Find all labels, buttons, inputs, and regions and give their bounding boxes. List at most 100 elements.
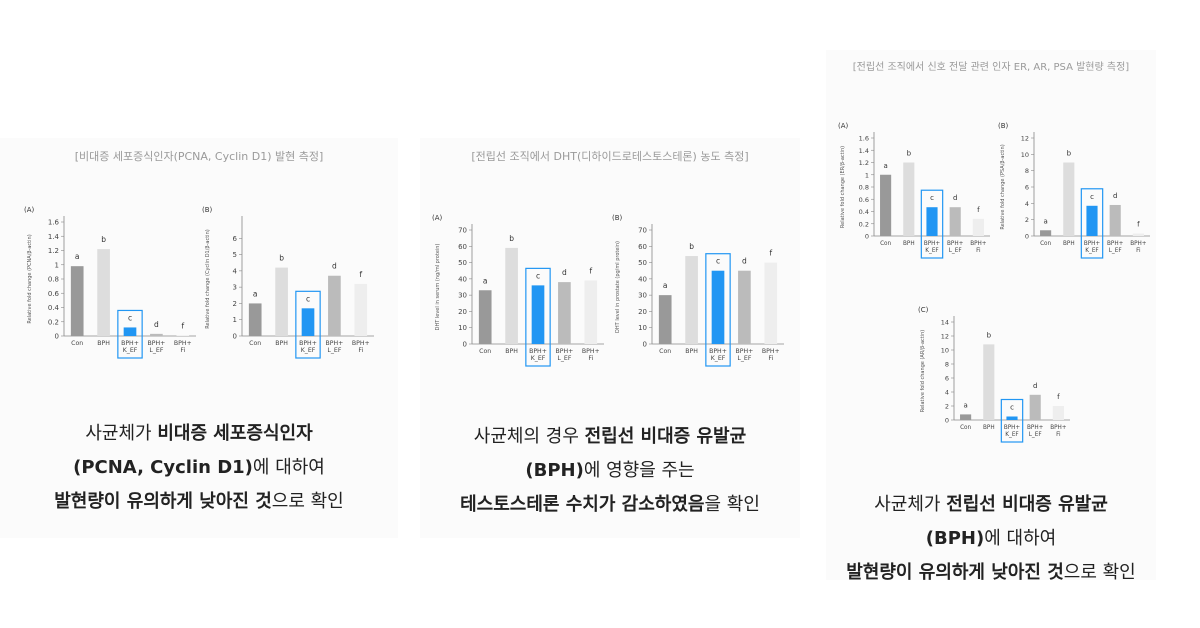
x-category-label: Con xyxy=(659,348,671,355)
y-tick-label: 0 xyxy=(1025,233,1029,241)
x-category-label: BPH xyxy=(505,348,518,355)
significance-letter: f xyxy=(769,249,772,258)
x-category-label: Con xyxy=(71,340,83,347)
caption-text: 으로 확인 xyxy=(271,491,344,512)
caption-line: (BPH)에 영향을 주는 xyxy=(420,454,800,488)
chart-cyclin-d1: (B) Relative fold change (Cyclin D1/β-act… xyxy=(202,206,374,359)
bar xyxy=(70,266,84,336)
bar xyxy=(584,280,598,344)
bar xyxy=(1029,394,1041,420)
significance-letter: f xyxy=(181,321,184,330)
y-tick-label: 0.8 xyxy=(48,276,59,284)
section-1-caption: 사균체가 비대증 세포증식인자 (PCNA, Cyclin D1)에 대하여 발… xyxy=(0,417,398,519)
highlight-box xyxy=(1000,398,1024,443)
bar xyxy=(1040,230,1052,236)
significance-letter: c xyxy=(128,313,132,322)
bar xyxy=(738,270,751,344)
x-category-label: BPH xyxy=(685,348,698,355)
section-1-background xyxy=(0,138,398,538)
y-tick-label: 8 xyxy=(1025,167,1029,175)
significance-letter: f xyxy=(1137,221,1140,229)
bar xyxy=(711,270,725,344)
bar xyxy=(505,247,518,344)
x-category-label: L_EF xyxy=(949,248,962,254)
x-category-label: K_EF xyxy=(531,355,546,362)
x-category-label: BPH+ xyxy=(1050,425,1067,431)
significance-letter: b xyxy=(907,150,912,158)
x-category-label: BPH xyxy=(275,340,288,347)
x-category-label: Fi xyxy=(1056,432,1061,438)
y-tick-label: 60 xyxy=(458,243,467,251)
significance-letter: c xyxy=(536,271,540,280)
y-tick-label: 0.8 xyxy=(859,184,869,192)
chart-psa: (B) Relative fold change (PSA/β-actin) 0 2 4… xyxy=(998,122,1150,259)
y-tick-label: 50 xyxy=(638,259,647,267)
x-category-label: K_EF xyxy=(123,347,138,354)
highlight-box xyxy=(1080,188,1104,259)
x-category-label: BPH+ xyxy=(325,340,343,347)
x-category-label: BPH+ xyxy=(582,348,600,355)
x-category-label: K_EF xyxy=(925,248,938,254)
y-axis-label: DHT level in prostate (pg/ml protein) xyxy=(615,241,621,333)
y-tick-label: 10 xyxy=(638,324,647,332)
y-tick-label: 1.6 xyxy=(859,135,869,143)
caption-bold: 전립선 비대증 유발균 xyxy=(946,494,1108,515)
caption-bold: (BPH) xyxy=(925,528,985,549)
x-category-label: L_EF xyxy=(327,347,341,354)
x-category-label: BPH+ xyxy=(1084,241,1101,247)
caption-line: (PCNA, Cyclin D1)에 대하여 xyxy=(0,451,398,485)
y-tick-label: 0 xyxy=(463,341,467,349)
bar xyxy=(1109,204,1121,236)
bar xyxy=(983,344,995,420)
y-tick-label: 0 xyxy=(865,233,869,241)
significance-letter: f xyxy=(589,266,592,275)
x-category-label: L_EF xyxy=(1029,432,1042,438)
caption-text: 사균체가 xyxy=(874,494,947,515)
highlight-box xyxy=(705,253,731,367)
y-tick-label: 6 xyxy=(233,235,238,243)
chart-dht-serum: (A) DHT level in serum (ng/ml protein) 0 10… xyxy=(432,214,604,367)
significance-letter: f xyxy=(1057,393,1060,401)
panel-label: (A) xyxy=(24,206,35,214)
bar xyxy=(1086,205,1098,236)
significance-letter: b xyxy=(1067,150,1072,158)
significance-letter: b xyxy=(689,242,694,251)
y-tick-label: 1.6 xyxy=(48,219,60,227)
significance-letter: b xyxy=(509,234,514,243)
y-tick-label: 0.4 xyxy=(859,208,869,216)
y-tick-label: 4 xyxy=(945,389,949,397)
bar xyxy=(685,256,698,344)
y-tick-label: 40 xyxy=(638,275,647,283)
highlight-box xyxy=(295,290,321,359)
bar xyxy=(880,174,892,236)
bar xyxy=(531,285,545,344)
panel-label: (B) xyxy=(612,214,623,222)
y-tick-label: 30 xyxy=(458,292,467,300)
chart-dht-prostate: (B) DHT level in prostate (pg/ml protein)… xyxy=(612,214,784,367)
section-3-header: [전립선 조직에서 신호 전달 관련 인자 ER, AR, PSA 발현량 측정… xyxy=(852,62,1130,73)
bar xyxy=(972,218,984,236)
caption-line: 테스토스테론 수치가 감소하였음을 확인 xyxy=(420,488,800,522)
caption-bold: (BPH) xyxy=(525,460,584,481)
x-category-label: BPH+ xyxy=(1004,425,1021,431)
highlight-box xyxy=(920,189,944,259)
significance-letter: c xyxy=(306,294,310,303)
y-axis-label: DHT level in serum (ng/ml protein) xyxy=(435,244,441,331)
bar xyxy=(248,303,262,336)
caption-text: 에 대하여 xyxy=(252,457,325,478)
bar xyxy=(123,327,137,336)
y-tick-label: 1.2 xyxy=(859,159,869,167)
significance-letter: d xyxy=(742,257,747,266)
y-tick-label: 1 xyxy=(865,171,869,179)
significance-letter: d xyxy=(953,194,957,202)
caption-line: 사균체가 비대증 세포증식인자 xyxy=(0,417,398,451)
x-category-label: L_EF xyxy=(557,355,571,362)
caption-text: 으로 확인 xyxy=(1063,562,1136,583)
significance-letter: d xyxy=(154,320,159,329)
x-category-label: Con xyxy=(960,425,971,431)
caption-line: (BPH)에 대하여 xyxy=(826,522,1156,556)
x-category-label: BPH+ xyxy=(1027,425,1044,431)
x-category-label: Fi xyxy=(588,355,593,362)
y-tick-label: 14 xyxy=(941,319,949,327)
y-tick-label: 20 xyxy=(638,308,647,316)
